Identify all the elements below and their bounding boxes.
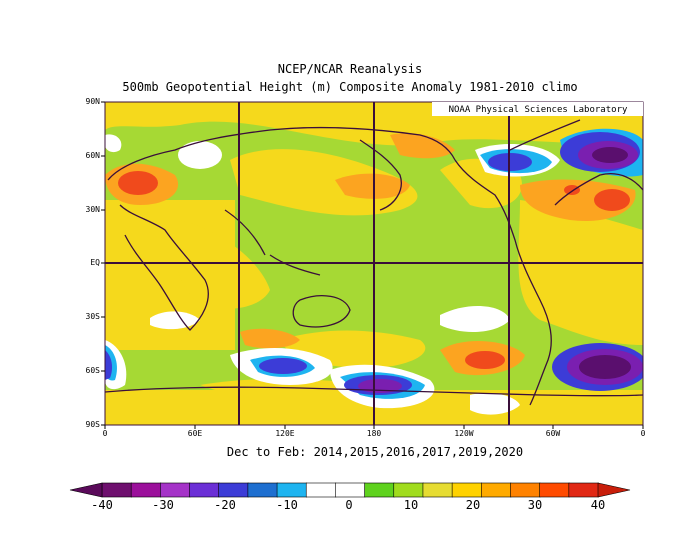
- lat-label-90s: 90S: [85, 420, 100, 429]
- colorbar-cell: [480, 482, 512, 498]
- colorbar-cell: [539, 482, 570, 498]
- colorbar-cell: [130, 482, 162, 498]
- tick-marks: [101, 101, 644, 429]
- colorbar-label-m40: -40: [91, 498, 113, 512]
- colorbar-cell: [276, 482, 308, 498]
- colorbar-label-m20: -20: [214, 498, 236, 512]
- colorbar-label-40: 40: [590, 498, 606, 512]
- yellow-indian: [175, 220, 270, 309]
- colorbar-cell: [393, 482, 424, 498]
- colorbar-arrow-left: [69, 482, 103, 498]
- yellow-asia: [230, 149, 418, 216]
- credit-label: NOAA Physical Sciences Laboratory: [449, 105, 628, 115]
- colorbar-cell: [247, 482, 278, 498]
- colorbar-cell: [218, 482, 249, 498]
- red-s-pacific: [465, 351, 505, 369]
- lon-label-120e: 120E: [275, 429, 295, 438]
- white-n-asia: [178, 141, 222, 169]
- grid-lines: [105, 102, 643, 425]
- white-s-pacific: [440, 305, 510, 332]
- red-europe: [118, 171, 158, 195]
- colorbar-label-m30: -30: [152, 498, 174, 512]
- chart-title: NCEP/NCAR Reanalysis: [277, 62, 423, 76]
- lon-label-0-right: 0: [640, 429, 646, 438]
- colorbar-cells: [69, 482, 631, 498]
- colorbar-cell: [422, 482, 453, 498]
- colorbar-cell: [160, 482, 191, 498]
- colorbar-cell: [101, 482, 132, 498]
- red-n-atlantic: [594, 189, 630, 211]
- lon-label-120w: 120W: [454, 429, 474, 438]
- colorbar-cell: [305, 482, 337, 498]
- colorbar-cell: [189, 482, 220, 498]
- colorbar-label-m10: -10: [276, 498, 298, 512]
- credit-box: [432, 102, 643, 116]
- lat-label-30s: 30S: [85, 312, 100, 321]
- colorbar-cell: [364, 482, 395, 498]
- lon-label-180: 180: [366, 429, 382, 438]
- colorbar-label-10: 10: [403, 498, 419, 512]
- lon-label-60e: 60E: [187, 429, 203, 438]
- colorbar-label-20: 20: [465, 498, 481, 512]
- colorbar-arrow-right: [597, 482, 631, 498]
- colorbar-cell: [568, 482, 599, 498]
- colorbar-cell: [335, 482, 366, 498]
- period-label: Dec to Feb: 2014,2015,2016,2017,2019,202…: [226, 445, 524, 459]
- lat-label-60s: 60S: [85, 366, 100, 375]
- yellow-atlantic: [518, 200, 643, 345]
- colorbar-label-0: 0: [345, 498, 353, 512]
- lat-label-eq: EQ: [90, 258, 100, 267]
- lon-label-0-left: 0: [102, 429, 108, 438]
- colorbar-cell: [510, 482, 541, 498]
- lat-label-90n: 90N: [85, 97, 100, 106]
- lon-label-60w: 60W: [545, 429, 561, 438]
- colorbar-cell: [451, 482, 483, 498]
- lat-label-30n: 30N: [85, 205, 100, 214]
- colorbar-label-30: 30: [527, 498, 543, 512]
- lat-label-60n: 60N: [85, 151, 100, 160]
- chart-subtitle: 500mb Geopotential Height (m) Composite …: [122, 80, 578, 94]
- coastlines: [105, 119, 643, 406]
